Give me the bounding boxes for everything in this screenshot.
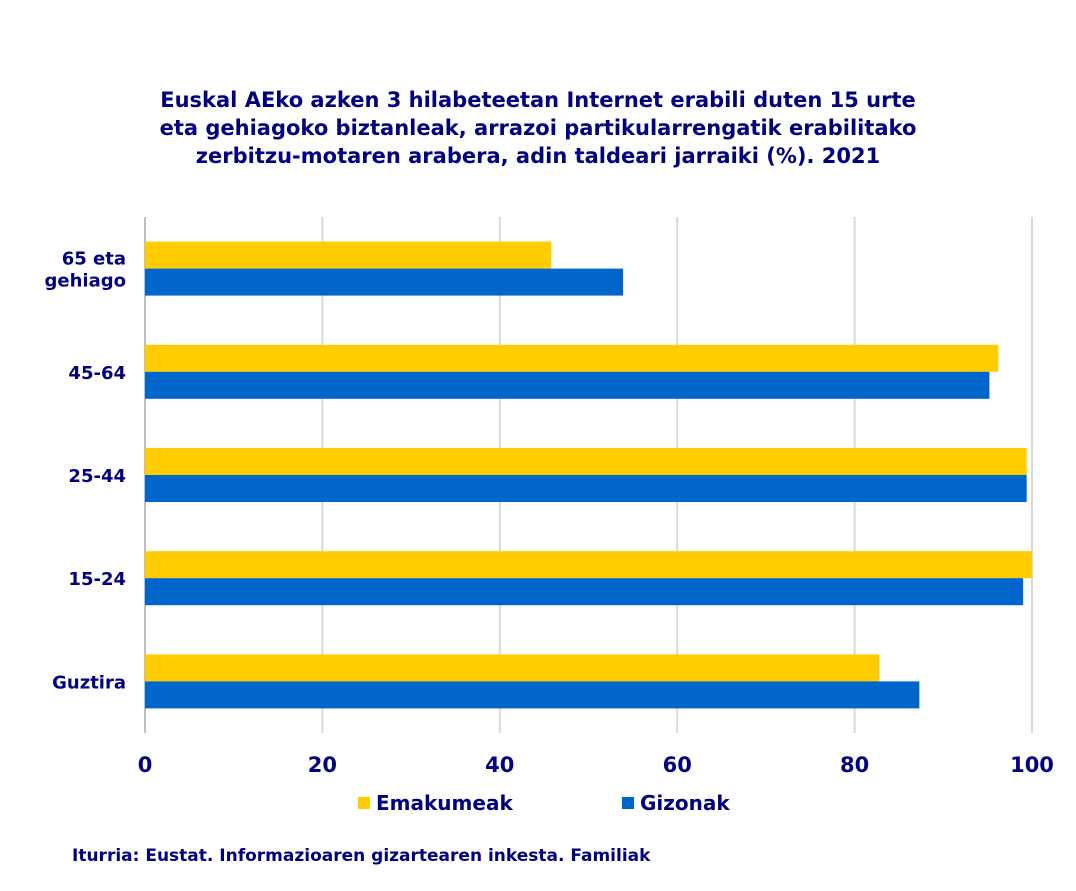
bar-emakumeak — [145, 654, 880, 682]
title-line-1: Euskal AEko azken 3 hilabeteetan Interne… — [160, 88, 916, 112]
bar-gizonak — [145, 681, 920, 709]
x-tick-label: 20 — [308, 753, 337, 777]
y-tick-label: Guztira — [52, 672, 126, 693]
legend-label: Gizonak — [640, 791, 730, 815]
y-tick-label: gehiago — [45, 271, 126, 292]
bar-emakumeak — [145, 241, 552, 269]
y-tick-label: 15-24 — [68, 569, 126, 590]
legend-label: Emakumeak — [376, 791, 513, 815]
x-tick-label: 60 — [663, 753, 692, 777]
bar-gizonak — [145, 268, 624, 296]
legend-swatch — [622, 797, 634, 809]
bar-gizonak — [145, 371, 990, 399]
x-tick-label: 80 — [840, 753, 869, 777]
y-tick-label: 25-44 — [68, 466, 126, 487]
bar-emakumeak — [145, 448, 1027, 475]
y-tick-label: 65 eta — [62, 249, 126, 270]
bar-emakumeak — [145, 551, 1032, 579]
legend-swatch — [358, 797, 370, 809]
x-tick-label: 0 — [138, 753, 153, 777]
y-tick-label: 45-64 — [68, 363, 126, 384]
x-tick-label: 100 — [1010, 753, 1054, 777]
bar-emakumeak — [145, 344, 999, 372]
source-note: Iturria: Eustat. Informazioaren gizartea… — [72, 846, 651, 866]
bar-gizonak — [145, 475, 1027, 502]
x-tick-label: 40 — [485, 753, 514, 777]
title-line-3: zerbitzu-motaren arabera, adin taldeari … — [195, 144, 881, 168]
chart-title: Euskal AEko azken 3 hilabeteetan Interne… — [0, 86, 1076, 170]
bar-gizonak — [145, 578, 1024, 606]
title-line-2: eta gehiagoko biztanleak, arrazoi partik… — [159, 116, 917, 140]
